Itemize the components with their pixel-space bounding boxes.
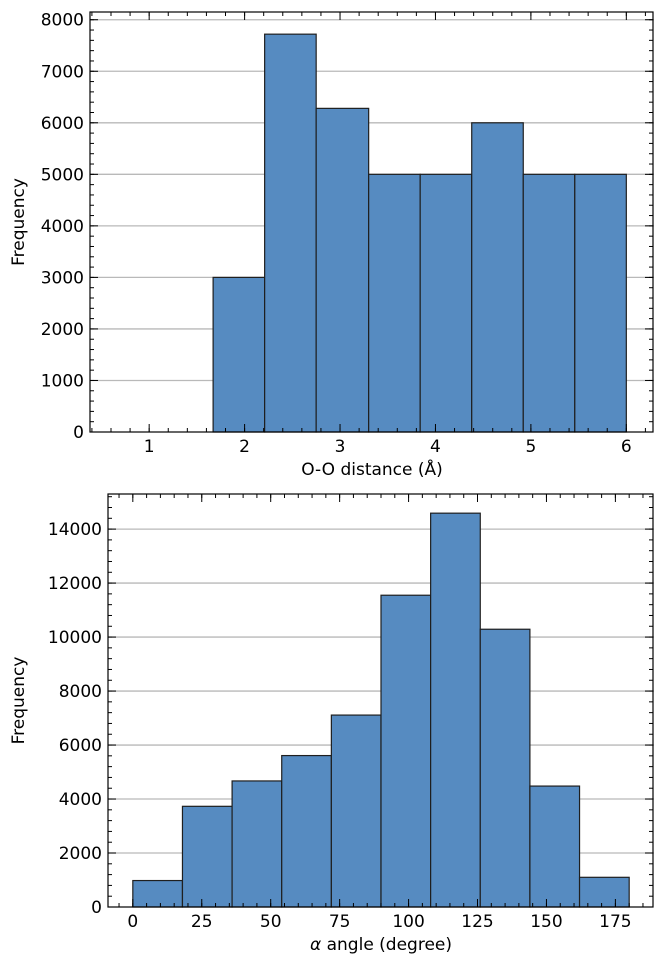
x-tick-label: 5: [525, 437, 536, 457]
histogram-bar: [330, 714, 382, 908]
oo-distance-histogram: 1 2 3 4 5 6010002000300040005000600070008000 …: [9, 11, 654, 480]
histogram-bar: [181, 805, 233, 908]
x-axis-label: α angle (degree): [310, 935, 452, 954]
plot-frame: [89, 11, 654, 433]
y-tick-label: 6000: [41, 114, 84, 134]
y-tick-label: 6000: [59, 736, 102, 756]
histogram-bar: [212, 276, 266, 433]
y-tick-label: 4000: [41, 217, 84, 237]
x-axis-label-text: angle (degree): [321, 935, 452, 954]
histogram-bar: [479, 628, 531, 908]
y-tick-label: 5000: [41, 165, 84, 185]
y-tick-label: 4000: [59, 790, 102, 810]
histogram-bar: [522, 173, 576, 433]
x-tick-label: 125: [461, 912, 493, 932]
y-tick-label: 12000: [48, 574, 102, 594]
histogram-bar: [529, 785, 581, 908]
histogram-bar: [315, 107, 370, 433]
y-tick-label: 2000: [59, 844, 102, 864]
histogram-bar: [264, 33, 317, 433]
x-tick-label: 2: [239, 437, 250, 457]
y-tick-label: 7000: [41, 62, 84, 82]
x-tick-label: 175: [599, 912, 631, 932]
alpha-symbol: α: [310, 935, 321, 954]
histogram-bar: [578, 876, 630, 908]
y-tick-label: 2000: [41, 320, 84, 340]
histogram-bar: [380, 594, 432, 908]
x-tick-label: 100: [392, 912, 424, 932]
y-tick-label: 8000: [59, 682, 102, 702]
y-axis-label: Frequency: [9, 178, 29, 266]
x-tick-label: 50: [260, 912, 282, 932]
x-tick-label: 25: [191, 912, 213, 932]
x-tick-label: 3: [335, 437, 346, 457]
y-axis-label: Frequency: [9, 657, 29, 745]
y-tick-label: 10000: [48, 628, 102, 648]
y-tick-label: 3000: [41, 268, 84, 288]
histogram-bar: [132, 879, 184, 908]
histogram-bar: [231, 780, 283, 908]
y-tick-label: 14000: [48, 520, 102, 540]
histogram-bar: [281, 754, 332, 908]
y-tick-label: 1000: [41, 371, 84, 391]
x-axis-label: O-O distance (Å): [301, 458, 443, 480]
histogram-bar: [471, 122, 524, 433]
histogram-bar: [368, 173, 421, 433]
x-tick-label: 4: [430, 437, 441, 457]
y-tick-label: 0: [91, 898, 102, 918]
y-tick-label: 8000: [41, 11, 84, 31]
y-tick-label: 0: [73, 423, 84, 443]
x-tick-label: 150: [530, 912, 562, 932]
histogram-bar: [574, 173, 627, 433]
alpha-angle-histogram: 0 25 50 75 100 125 150 175 0 2000 4000 6000 8000 1000…: [9, 493, 654, 954]
histogram-bar: [430, 512, 481, 908]
x-tick-label: 0: [127, 912, 138, 932]
x-tick-label: 6: [621, 437, 632, 457]
histogram-bar: [419, 173, 473, 433]
x-tick-label: 1: [144, 437, 155, 457]
x-tick-label: 75: [329, 912, 351, 932]
